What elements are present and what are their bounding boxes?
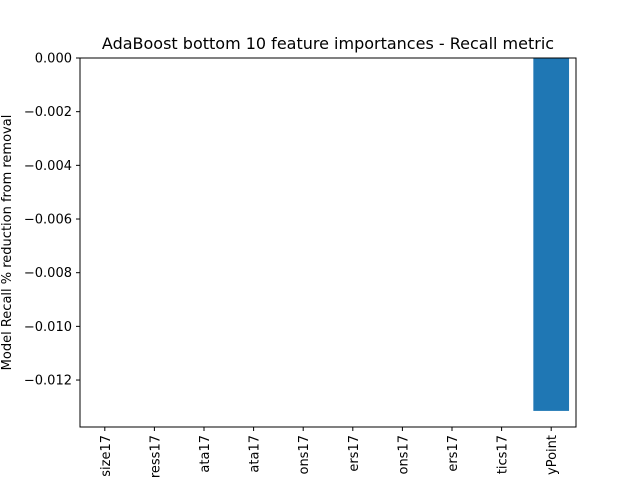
plot-frame	[79, 57, 577, 428]
x-tick-label: tics17	[496, 435, 511, 474]
x-tick-label: ers17	[446, 435, 461, 472]
x-tick-label: ons17	[396, 435, 411, 475]
y-tick-label: −0.006	[24, 213, 72, 228]
y-axis: 0.000 −0.002 −0.004 −0.006 −0.008 −0.010 −0.01…	[24, 52, 80, 389]
y-tick-label: −0.008	[24, 266, 72, 281]
y-tick-label: −0.010	[24, 320, 72, 335]
bars	[533, 58, 570, 411]
bar-10	[533, 58, 570, 411]
y-tick-label: −0.002	[24, 105, 72, 120]
y-tick-label: −0.004	[24, 159, 72, 174]
x-tick-label: ons17	[297, 435, 312, 475]
y-axis-label: Model Recall % reduction from removal	[0, 115, 15, 371]
y-tick-label: −0.012	[24, 374, 72, 389]
x-tick-label: ata17	[198, 435, 213, 473]
y-tick-label: 0.000	[35, 52, 72, 67]
x-tick-label: ers17	[347, 435, 362, 472]
x-axis: size17 ress17 ata17 ata17 ons17 ers17 ons17 ers…	[99, 427, 560, 478]
chart-title: AdaBoost bottom 10 feature importances -…	[102, 34, 554, 53]
x-tick-label: ress17	[148, 435, 163, 478]
x-tick-label: yPoint	[545, 435, 560, 475]
x-tick-label: size17	[99, 435, 114, 477]
x-tick-label: ata17	[248, 435, 263, 473]
